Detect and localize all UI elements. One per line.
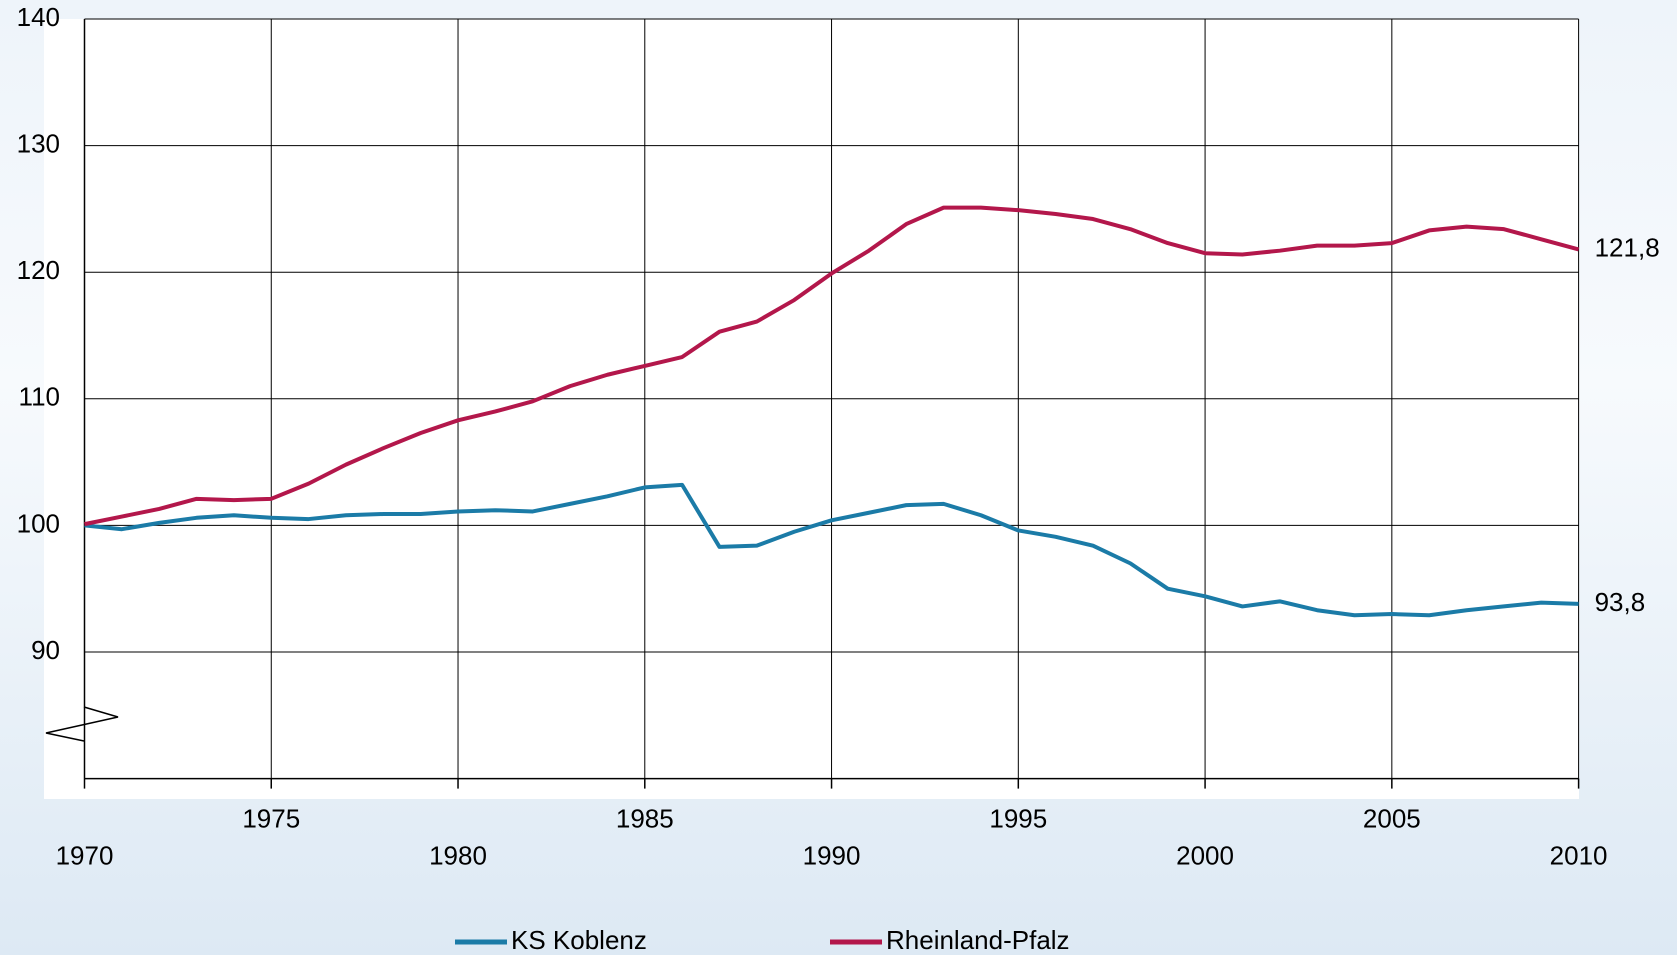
x-tick-label: 1990 — [803, 840, 861, 870]
x-tick-label: 1975 — [242, 803, 300, 833]
x-tick-label: 1970 — [56, 840, 114, 870]
series-line — [84, 205, 1580, 527]
legend-label: KS Koblenz — [511, 925, 647, 955]
y-tick-label: 140 — [17, 2, 60, 32]
axis-break — [45, 706, 119, 742]
legend-label: Rheinland-Pfalz — [886, 925, 1070, 955]
x-tick-label: 1985 — [616, 803, 674, 833]
y-tick-label: 90 — [31, 635, 60, 665]
y-tick-label: 120 — [17, 255, 60, 285]
y-tick-label: 130 — [17, 128, 60, 158]
x-tick-label: 2010 — [1550, 840, 1608, 870]
y-tick-label: 100 — [17, 508, 60, 538]
x-tick-label: 1980 — [429, 840, 487, 870]
plot-area — [44, 19, 1579, 799]
data-label: 121,8 — [1595, 232, 1660, 262]
series-line — [84, 482, 1579, 618]
x-tick-label: 2000 — [1176, 840, 1234, 870]
y-tick-label: 110 — [19, 382, 60, 412]
data-label: 93,8 — [1595, 587, 1646, 617]
x-tick-label: 1995 — [989, 803, 1047, 833]
x-tick-label: 2005 — [1363, 803, 1421, 833]
